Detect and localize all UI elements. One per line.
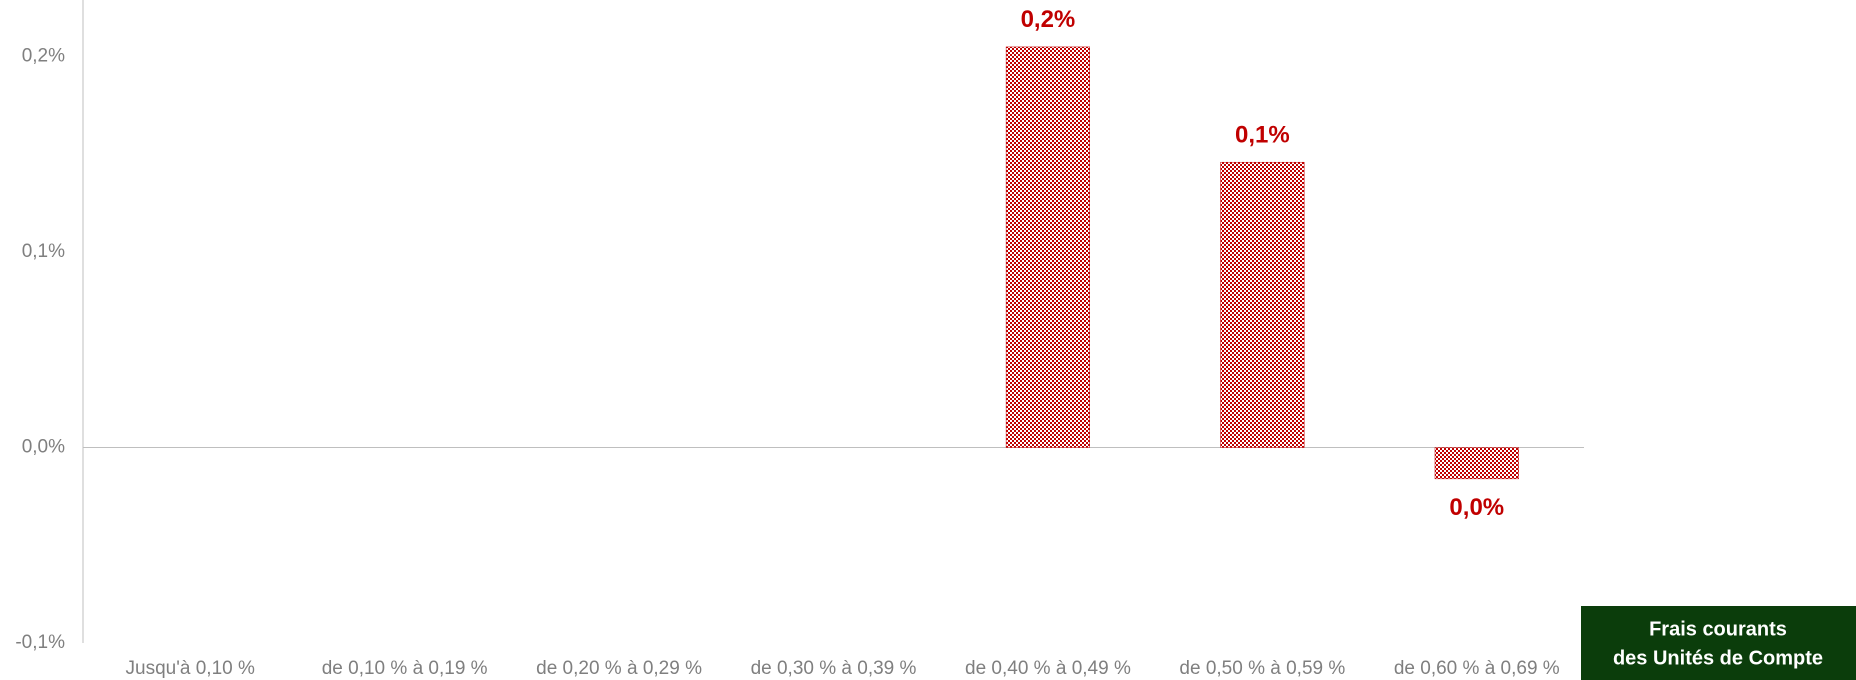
x-label-box bbox=[1581, 606, 1856, 680]
x-axis-title: Frais courants bbox=[1649, 618, 1787, 640]
x-tick-label: Jusqu'à 0,10 % bbox=[126, 658, 255, 679]
y-tick-label: 0,1% bbox=[22, 241, 65, 262]
x-tick-label: de 0,10 % à 0,19 % bbox=[322, 658, 488, 679]
data-label: 0,2% bbox=[1021, 6, 1076, 33]
data-label: 0,1% bbox=[1235, 122, 1290, 149]
y-tick-label: 0,2% bbox=[22, 46, 65, 67]
bar bbox=[1220, 161, 1305, 448]
bar bbox=[1005, 46, 1090, 448]
x-tick-label: de 0,20 % à 0,29 % bbox=[536, 658, 702, 679]
y-tick-label: -0,1% bbox=[15, 632, 65, 653]
bar bbox=[1434, 447, 1519, 480]
x-tick-label: de 0,50 % à 0,59 % bbox=[1179, 658, 1345, 679]
x-tick-label: de 0,40 % à 0,49 % bbox=[965, 658, 1131, 679]
x-tick-label: de 0,60 % à 0,69 % bbox=[1394, 658, 1560, 679]
x-tick-label: de 0,30 % à 0,39 % bbox=[751, 658, 917, 679]
data-label: 0,0% bbox=[1449, 494, 1504, 521]
y-tick-label: 0,0% bbox=[22, 437, 65, 458]
x-axis-title: des Unités de Compte bbox=[1613, 647, 1823, 669]
